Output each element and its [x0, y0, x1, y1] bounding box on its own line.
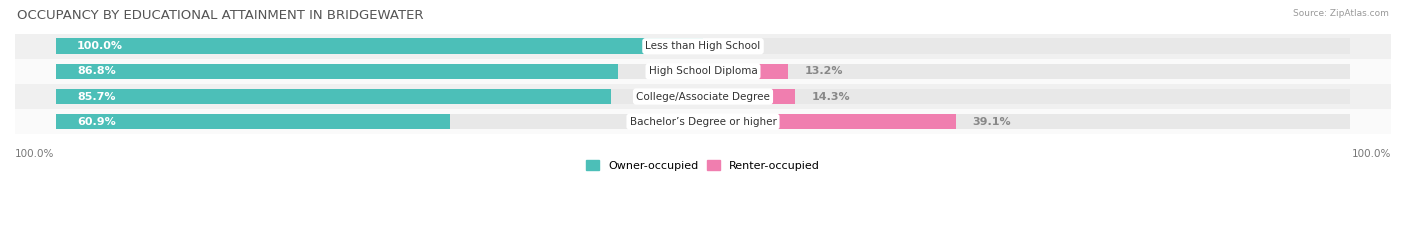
Text: 13.2%: 13.2% — [804, 66, 844, 76]
Bar — [56, 114, 1350, 130]
Bar — [703, 89, 796, 104]
Bar — [703, 64, 789, 79]
Text: 85.7%: 85.7% — [77, 92, 115, 102]
Text: Source: ZipAtlas.com: Source: ZipAtlas.com — [1294, 9, 1389, 18]
Bar — [56, 64, 1350, 79]
Text: 0.0%: 0.0% — [720, 41, 751, 51]
Bar — [56, 64, 617, 79]
Text: 86.8%: 86.8% — [77, 66, 115, 76]
Text: High School Diploma: High School Diploma — [648, 66, 758, 76]
Bar — [56, 114, 450, 130]
Text: Less than High School: Less than High School — [645, 41, 761, 51]
Bar — [15, 109, 1391, 134]
Bar — [703, 114, 956, 130]
Bar — [56, 38, 1350, 54]
Bar — [15, 34, 1391, 59]
Text: 60.9%: 60.9% — [77, 117, 115, 127]
Bar — [56, 89, 1350, 104]
Text: 39.1%: 39.1% — [973, 117, 1011, 127]
Text: 14.3%: 14.3% — [813, 92, 851, 102]
Bar — [56, 38, 703, 54]
Text: OCCUPANCY BY EDUCATIONAL ATTAINMENT IN BRIDGEWATER: OCCUPANCY BY EDUCATIONAL ATTAINMENT IN B… — [17, 9, 423, 22]
Bar — [15, 59, 1391, 84]
Text: 100.0%: 100.0% — [77, 41, 122, 51]
Legend: Owner-occupied, Renter-occupied: Owner-occupied, Renter-occupied — [586, 161, 820, 171]
Bar — [56, 89, 610, 104]
Text: 100.0%: 100.0% — [15, 149, 55, 159]
Text: 100.0%: 100.0% — [1351, 149, 1391, 159]
Text: Bachelor’s Degree or higher: Bachelor’s Degree or higher — [630, 117, 776, 127]
Text: College/Associate Degree: College/Associate Degree — [636, 92, 770, 102]
Bar — [15, 84, 1391, 109]
